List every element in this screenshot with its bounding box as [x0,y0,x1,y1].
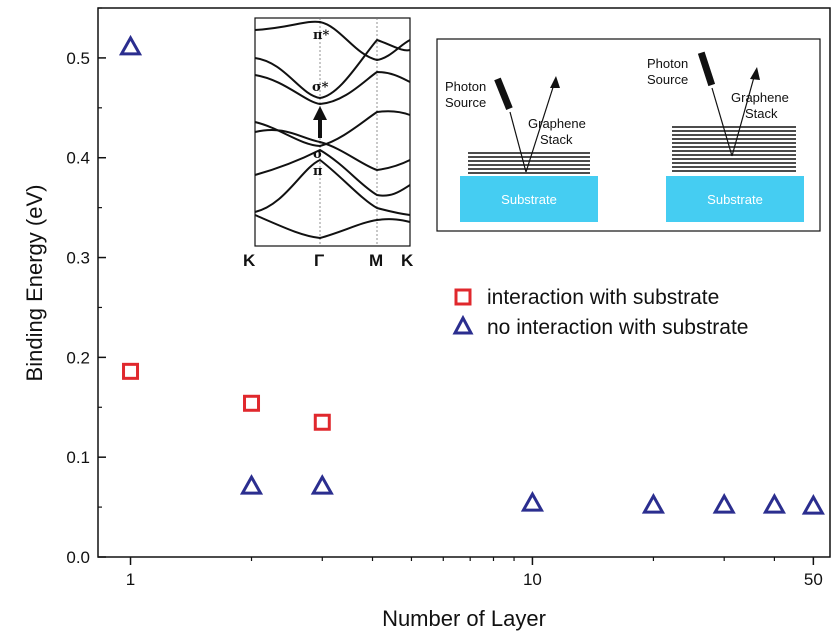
kpoint-k-left: K [243,251,256,270]
setup-inset: Substrate Photon Source Graphene Stack S… [436,38,821,232]
y-axis: 0.0 0.1 0.2 0.3 0.4 0.5 [66,7,106,567]
x-tick-label: 10 [523,570,542,589]
band-label-sigma: σ [313,147,323,162]
y-tick-label: 0.0 [66,548,90,567]
point-interaction-with-substrate [122,362,140,380]
y-tick-label: 0.4 [66,149,90,168]
x-axis: 1 10 50 [126,557,823,589]
band-structure-inset: π* σ* σ π K Γ M K [243,17,414,270]
kpoint-gamma: Γ [314,251,324,270]
legend-square-marker [454,288,472,306]
photon-source-left [494,77,513,110]
kpoint-k-right: K [401,251,414,270]
graphene-stack-right-line1: Graphene [731,90,789,105]
point-no-interaction-with-substrate [310,474,334,495]
x-axis-title: Number of Layer [382,606,546,631]
reflected-arrowhead-right [750,67,760,80]
point-interaction-with-substrate [313,413,331,431]
band-label-pi: π [313,164,323,179]
point-no-interaction-with-substrate [239,474,264,495]
substrate-left [460,176,598,222]
graphene-stack-left-line2: Stack [540,132,573,147]
kpoint-m: M [369,251,383,270]
band-inset-frame [254,17,411,247]
incident-ray-left [509,111,527,173]
x-tick-label: 50 [804,570,823,589]
reflected-arrowhead-left [550,76,560,88]
y-tick-label: 0.1 [66,448,90,467]
y-tick-label: 0.2 [66,348,90,367]
transition-arrowhead [313,106,327,120]
point-no-interaction-with-substrate [641,493,665,514]
legend: interaction with substrate no interactio… [452,286,748,339]
y-tick-label: 0.5 [66,49,90,68]
photon-source-right-line2: Source [647,72,688,87]
photon-source-right-line1: Photon [647,56,688,71]
data-points [118,34,825,515]
point-no-interaction-with-substrate [118,34,143,56]
photon-source-right [697,51,716,87]
graphene-stack-left-line1: Graphene [528,116,586,131]
photon-source-left-line2: Source [445,95,486,110]
legend-triangle-marker [452,314,474,335]
legend-label-interaction: interaction with substrate [487,286,719,309]
y-axis-title: Binding Energy (eV) [22,185,47,382]
incident-ray-right [711,87,733,157]
plot-frame [97,7,831,558]
reflected-ray-right [731,69,757,157]
y-tick-label: 0.3 [66,249,90,268]
x-tick-label: 1 [126,570,135,589]
substrate-right [666,176,804,222]
graphene-stack-right-line2: Stack [745,106,778,121]
band-label-pi-star: π* [313,28,330,43]
reflected-ray-left [525,77,557,173]
substrate-right-label: Substrate [707,192,763,207]
substrate-left-label: Substrate [501,192,557,207]
photon-source-left-line1: Photon [445,79,486,94]
point-no-interaction-with-substrate [712,493,736,514]
legend-label-no-interaction: no interaction with substrate [487,316,748,339]
point-no-interaction-with-substrate [520,491,545,512]
point-no-interaction-with-substrate [762,493,786,514]
point-no-interaction-with-substrate [801,494,825,515]
point-interaction-with-substrate [243,394,261,412]
band-label-sigma-star: σ* [312,80,329,95]
band-curves [254,20,411,240]
